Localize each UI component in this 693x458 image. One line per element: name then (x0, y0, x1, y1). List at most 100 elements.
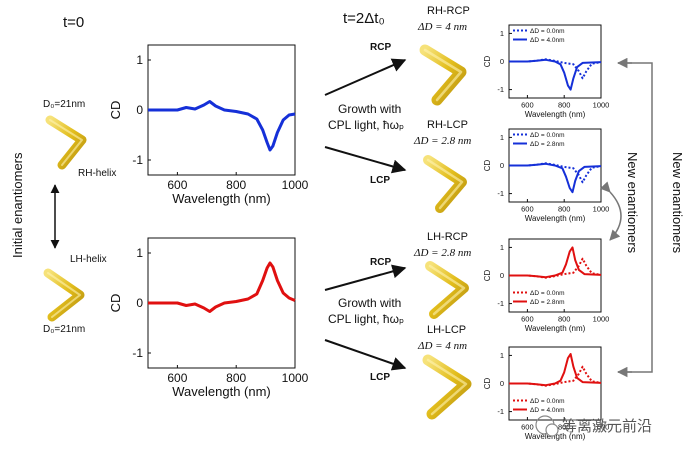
x-tick-label: 600 (521, 315, 534, 324)
y-tick-label: -1 (132, 346, 143, 360)
lh-helix-diameter: D₀=21nm (43, 324, 85, 335)
y-axis-label: CD (483, 270, 492, 282)
x-tick-label: 1000 (593, 101, 610, 110)
title-lh-lcp: LH-LCP (427, 324, 466, 336)
delta-rh-lcp: ΔD = 2.8 nm (413, 135, 471, 147)
x-tick-label: 600 (521, 205, 534, 214)
y-axis-label: CD (108, 294, 123, 313)
new-enantiomers-label-inner: New enantiomers (625, 152, 640, 254)
series-line-solid (148, 100, 296, 152)
x-tick-label: 1000 (593, 423, 610, 432)
series-line-solid (148, 261, 296, 313)
new-enantiomers-bracket (618, 62, 653, 373)
cd-chart-initial-lh: 600 800 1000 -1 0 1 Wavelength (nm) CD (108, 237, 309, 399)
lcp-arrow-lh (324, 339, 407, 371)
title-lh-rcp: LH-RCP (427, 231, 468, 243)
lcp-arrow-rh (324, 146, 407, 174)
cd-chart-lh-rcp: 600 800 1000 -1 0 1 Wavelength (nm) CD ΔD = 0.0n… (483, 238, 610, 333)
y-tick-label: -1 (132, 153, 143, 167)
rcp-arrow-rh (324, 58, 407, 96)
y-axis-label: CD (108, 101, 123, 120)
legend-label: ΔD = 0.0nm (530, 28, 565, 35)
legend-label: ΔD = 2.8nm (530, 299, 565, 306)
x-tick-label: 1000 (593, 315, 610, 324)
series-line-dotted (509, 365, 602, 387)
x-tick-label: 600 (167, 371, 187, 385)
initial-enantiomers-label: Initial enantiomers (10, 152, 25, 258)
title-rh-rcp: RH-RCP (427, 5, 470, 17)
legend-label: ΔD = 4.0nm (530, 407, 565, 414)
series-line-solid (509, 58, 602, 91)
x-tick-label: 800 (558, 315, 571, 324)
y-tick-label: 0 (136, 103, 143, 117)
x-tick-label: 1000 (593, 205, 610, 214)
y-tick-label: 1 (500, 29, 504, 38)
series-line-solid (509, 353, 602, 387)
growth-label-top-line1: Growth with (338, 102, 401, 116)
x-tick-label: 600 (167, 178, 187, 192)
y-tick-label: -1 (497, 407, 504, 416)
x-axis-label: Wavelength (nm) (525, 432, 586, 441)
light-label-lh-lcp: LCP (370, 372, 390, 383)
time-label-initial: t=0 (63, 14, 84, 31)
x-tick-label: 800 (226, 371, 246, 385)
light-label-rh-lcp: LCP (370, 175, 390, 186)
x-tick-label: 800 (226, 178, 246, 192)
delta-lh-rcp: ΔD = 2.8 nm (413, 247, 471, 259)
y-tick-label: 1 (136, 53, 143, 67)
new-enantiomers-label-outer: New enantiomers (670, 152, 685, 254)
series-line-solid (509, 162, 602, 194)
x-tick-label: 600 (521, 101, 534, 110)
y-tick-label: -1 (497, 189, 504, 198)
rh-helix-icon (45, 115, 87, 170)
y-tick-label: 0 (500, 379, 504, 388)
y-tick-label: -1 (497, 299, 504, 308)
y-tick-label: 1 (500, 243, 504, 252)
delta-rh-rcp: ΔD = 4 nm (417, 21, 467, 33)
x-axis-label: Wavelength (nm) (525, 214, 586, 223)
cd-chart-lh-lcp: 600 800 1000 -1 0 1 Wavelength (nm) CD ΔD = 0.0n… (483, 346, 610, 441)
title-rh-lcp: RH-LCP (427, 119, 468, 131)
y-tick-label: 1 (500, 133, 504, 142)
legend-label: ΔD = 0.0nm (530, 132, 565, 139)
y-tick-label: 1 (500, 351, 504, 360)
y-tick-label: -1 (497, 85, 504, 94)
light-label-rh-rcp: RCP (370, 42, 391, 53)
series-line-dotted (509, 162, 602, 184)
y-tick-label: 0 (500, 161, 504, 170)
mid-double-arrow (599, 181, 622, 241)
lh-helix-icon (43, 268, 85, 322)
x-tick-label: 1000 (282, 371, 309, 385)
watermark: 等离激元前沿 (535, 415, 652, 437)
y-tick-label: 0 (500, 57, 504, 66)
rcp-arrow-lh (324, 264, 407, 291)
y-tick-label: 1 (136, 246, 143, 260)
legend-label: ΔD = 4.0nm (530, 37, 565, 44)
legend-label: ΔD = 2.8nm (530, 141, 565, 148)
x-tick-label: 800 (558, 423, 571, 432)
x-tick-label: 800 (558, 205, 571, 214)
rh-helix-label: RH-helix (78, 168, 116, 179)
watermark-text: 等离激元前沿 (562, 417, 652, 435)
delta-lh-lcp: ΔD = 4 nm (417, 340, 467, 352)
lh-helix-label: LH-helix (70, 254, 107, 265)
growth-label-bottom-line1: Growth with (338, 296, 401, 310)
x-axis-label: Wavelength (nm) (525, 110, 586, 119)
x-axis-label: Wavelength (nm) (172, 384, 271, 399)
series-line-solid (509, 246, 602, 279)
y-tick-label: 0 (136, 296, 143, 310)
light-label-lh-rcp: RCP (370, 257, 391, 268)
x-tick-label: 600 (521, 423, 534, 432)
cd-chart-initial-rh: 600 800 1000 -1 0 1 Wavelength (nm) CD (108, 44, 309, 206)
x-tick-label: 1000 (282, 178, 309, 192)
rh-rcp-helix-icon (419, 44, 467, 106)
rh-lcp-helix-icon (423, 155, 467, 213)
y-axis-label: CD (483, 56, 492, 68)
x-tick-label: 800 (558, 101, 571, 110)
y-axis-label: CD (483, 378, 492, 390)
lh-rcp-helix-icon (425, 261, 469, 319)
y-axis-label: CD (483, 160, 492, 172)
lh-lcp-helix-icon (422, 354, 472, 420)
series-line-dotted (509, 58, 602, 80)
